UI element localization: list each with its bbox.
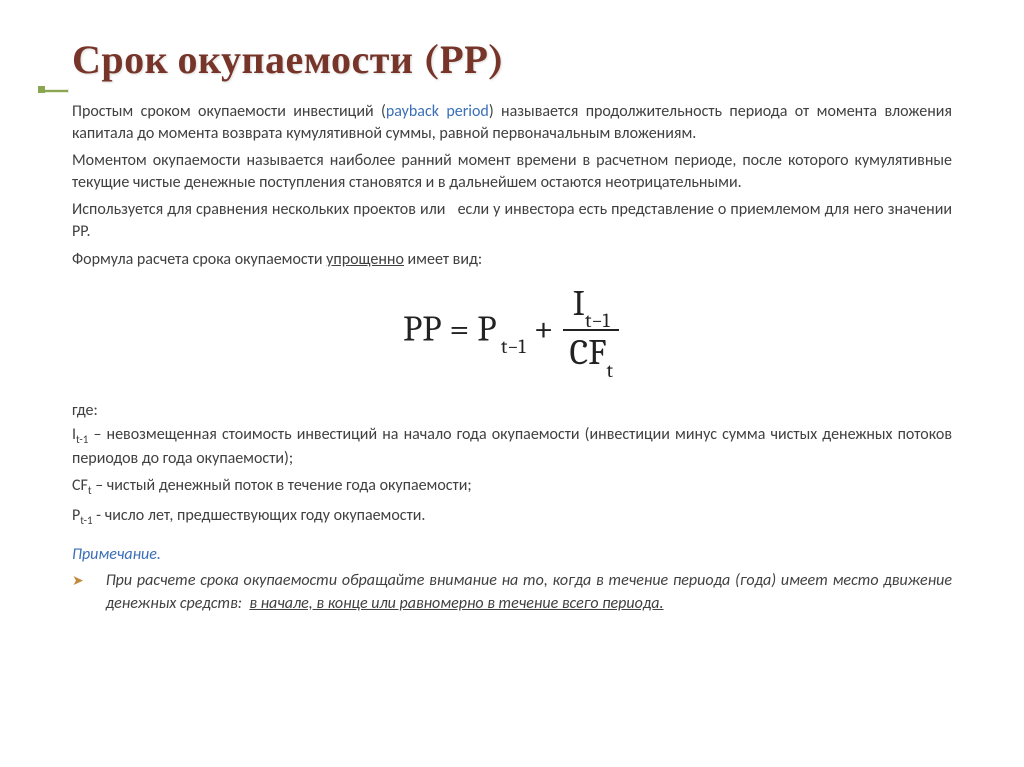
para1-pre: Простым сроком окупаемости инвестиций ( bbox=[72, 102, 386, 121]
paragraph-4: Формула расчета срока окупаемости упроще… bbox=[72, 249, 952, 271]
paragraph-1: Простым сроком окупаемости инвестиций (p… bbox=[72, 101, 952, 144]
var-i-desc: – невозмещенная стоимость инвестиций на … bbox=[72, 425, 952, 468]
var-p-sub: t-1 bbox=[80, 514, 92, 527]
formula-den-sym: CF bbox=[569, 332, 606, 373]
formula-p: P bbox=[477, 309, 496, 350]
payback-period-term: payback period bbox=[386, 102, 489, 121]
var-cf-sym: CF bbox=[72, 476, 88, 495]
formula-num-sub: t−1 bbox=[585, 309, 610, 332]
note-row: ➤ При расчете срока окупаемости обращайт… bbox=[72, 570, 952, 615]
formula-eq: = bbox=[441, 309, 477, 350]
formula-p-sub: t−1 bbox=[496, 335, 525, 358]
where-label: где: bbox=[72, 401, 952, 420]
var-p-desc: - число лет, предшествующих году окупаем… bbox=[93, 506, 426, 525]
paragraph-3: Используется для сравнения нескольких пр… bbox=[72, 199, 952, 242]
title-area: Срок окупаемости (PP) bbox=[72, 36, 952, 83]
slide-content: Срок окупаемости (PP) Простым сроком оку… bbox=[0, 0, 1024, 767]
formula-block: PP = P t−1 + It−1CFt bbox=[72, 284, 952, 380]
formula-num-sym: I bbox=[573, 283, 585, 324]
bullet-arrow-icon: ➤ bbox=[72, 570, 84, 615]
para4-underline: упрощенно bbox=[326, 250, 404, 269]
var-cf-line: CFt – чистый денежный поток в течение го… bbox=[72, 475, 952, 499]
para4-post: имеет вид: bbox=[404, 250, 482, 269]
var-i-sub: t-1 bbox=[76, 433, 88, 446]
note-body-underline: в начале, в конце или равномерно в течен… bbox=[249, 594, 663, 613]
formula-den: CFt bbox=[563, 329, 619, 378]
formula-den-sub: t bbox=[606, 359, 613, 382]
formula-fraction: It−1CFt bbox=[563, 282, 619, 378]
page-title: Срок окупаемости (PP) bbox=[72, 36, 952, 83]
para4-pre: Формула расчета срока окупаемости bbox=[72, 250, 326, 269]
formula: PP = P t−1 + It−1CFt bbox=[403, 284, 621, 380]
var-cf-desc: – чистый денежный поток в течение года о… bbox=[92, 476, 472, 495]
note-title: Примечание. bbox=[72, 545, 952, 564]
var-i-line: It-1 – невозмещенная стоимость инвестици… bbox=[72, 424, 952, 470]
note-body: При расчете срока окупаемости обращайте … bbox=[106, 570, 952, 615]
title-decor-line bbox=[44, 90, 68, 92]
paragraph-2: Моментом окупаемости называется наиболее… bbox=[72, 150, 952, 193]
var-p-line: Pt-1 - число лет, предшествующих году ок… bbox=[72, 505, 952, 529]
formula-lhs: PP bbox=[403, 309, 441, 350]
formula-num: It−1 bbox=[563, 282, 619, 329]
formula-plus: + bbox=[526, 309, 562, 350]
